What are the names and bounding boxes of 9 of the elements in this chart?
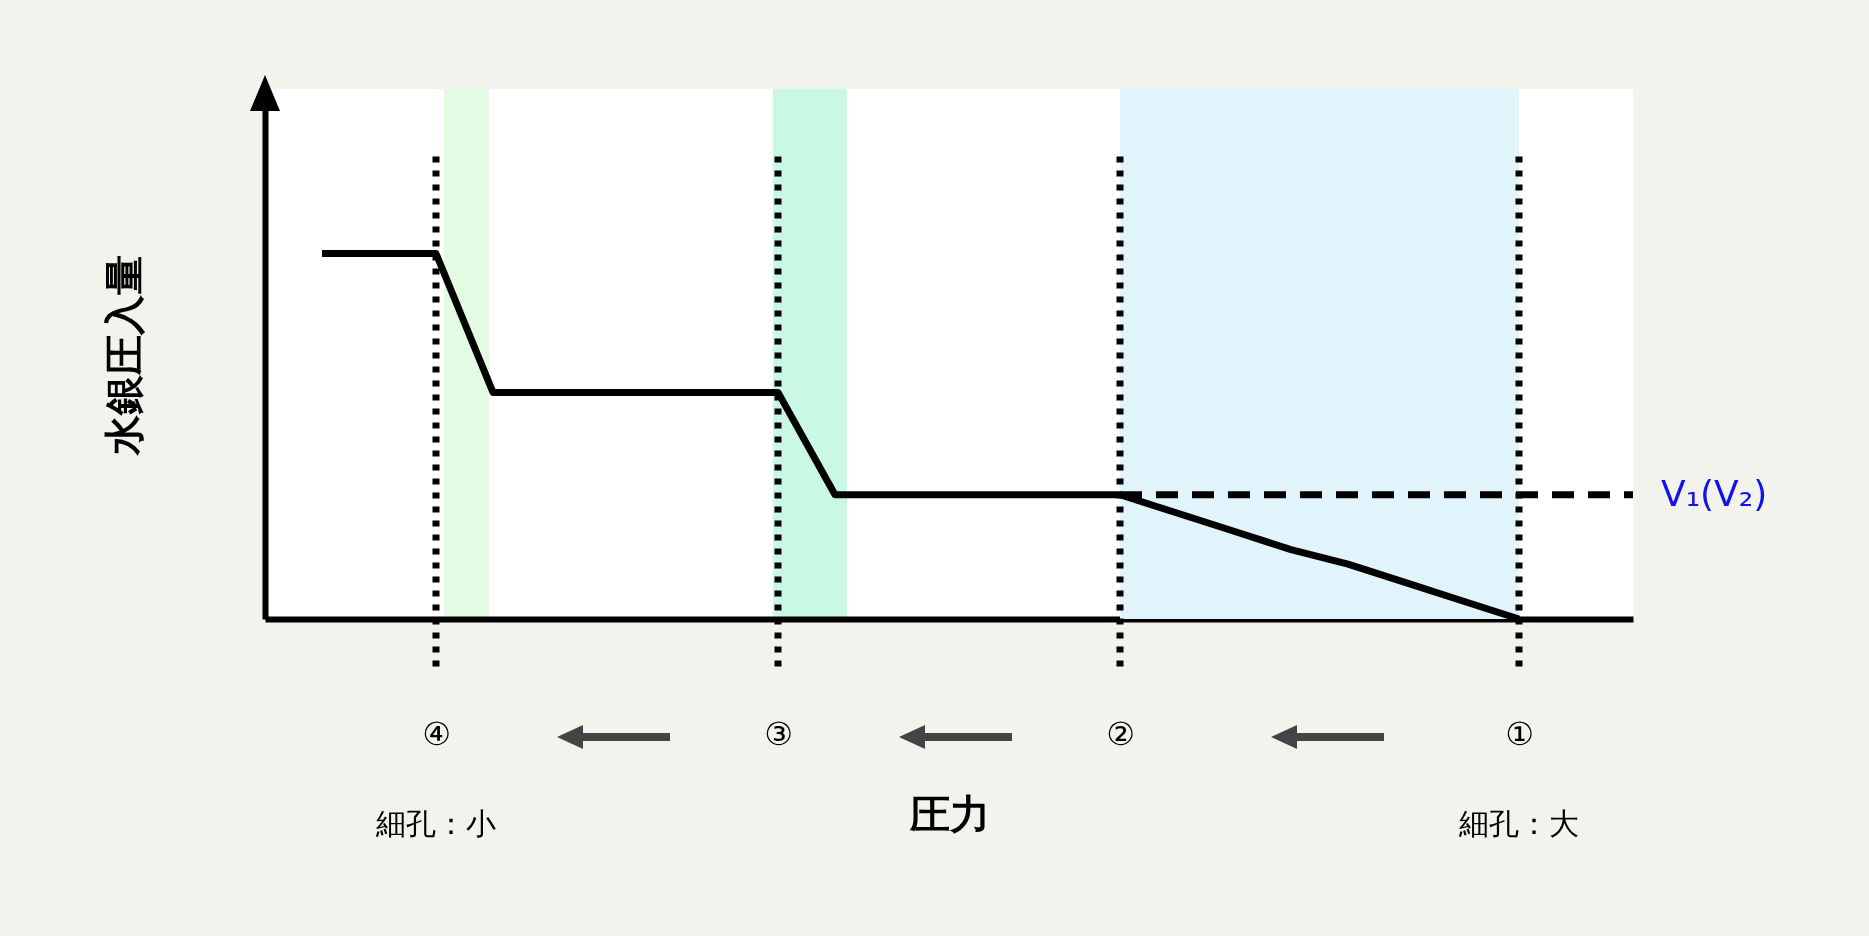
- text: 細孔：小: [375, 806, 496, 841]
- x-tick-label: ①: [1505, 714, 1534, 753]
- x-tick-label: ④: [422, 714, 451, 753]
- y-axis-title: 水銀圧入量: [100, 254, 147, 457]
- x-tick-label: ②: [1106, 714, 1135, 753]
- text: 細孔：大: [1458, 806, 1579, 841]
- ref-line-label: V₁(V₂): [1661, 472, 1768, 514]
- x-axis-title: 圧力: [908, 790, 990, 837]
- x-tick-label: ③: [764, 714, 793, 753]
